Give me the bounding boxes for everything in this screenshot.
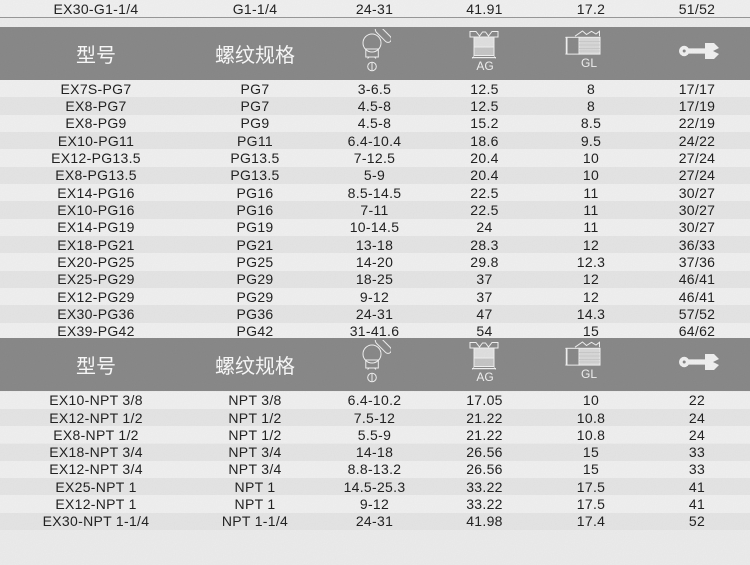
svg-text:AG: AG: [476, 370, 493, 384]
svg-text:GL: GL: [581, 56, 597, 70]
svg-text:AG: AG: [476, 59, 493, 73]
svg-text:GL: GL: [581, 367, 597, 381]
